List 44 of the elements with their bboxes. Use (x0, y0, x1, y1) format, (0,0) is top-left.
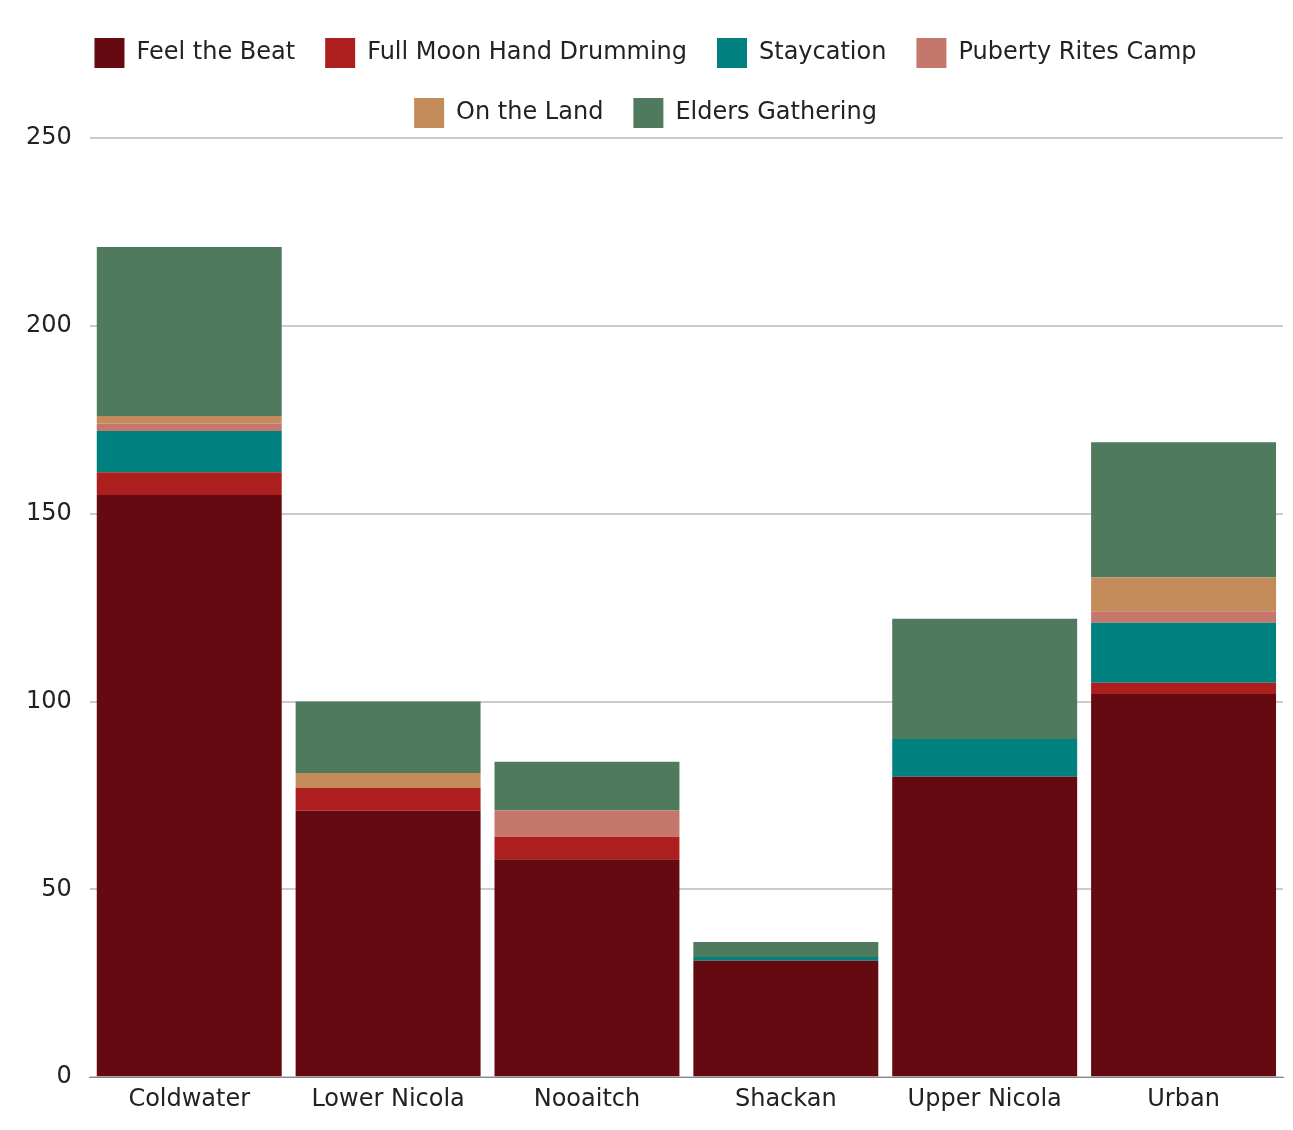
legend-label: Puberty Rites Camp (958, 37, 1197, 66)
bar (1091, 611, 1277, 623)
bar (96, 472, 282, 495)
legend-label: Full Moon Hand Drumming (367, 37, 687, 66)
bar (494, 810, 680, 837)
bar (892, 776, 1078, 1077)
bar (96, 494, 282, 1077)
bar (96, 431, 282, 473)
bar (295, 810, 481, 1077)
bar (693, 956, 879, 961)
x-tick-label: Coldwater (128, 1083, 251, 1112)
bar (295, 772, 481, 788)
bar (96, 416, 282, 424)
bar (295, 701, 481, 773)
bar (494, 859, 680, 1077)
legend-label: Elders Gathering (675, 97, 877, 126)
bar (494, 761, 680, 811)
x-tick-label: Nooaitch (533, 1083, 641, 1112)
y-tick-label: 150 (26, 497, 72, 526)
y-tick-label: 50 (41, 873, 72, 902)
y-tick-label: 100 (26, 685, 72, 714)
bar (693, 941, 879, 957)
bar (96, 423, 282, 432)
bar (1091, 682, 1277, 695)
y-tick-label: 200 (26, 310, 72, 339)
legend-label: On the Land (456, 97, 604, 126)
y-tick-label: 250 (26, 122, 72, 151)
bar (1091, 694, 1277, 1077)
bar (494, 836, 680, 860)
y-tick-label: 0 (56, 1061, 72, 1090)
x-tick-label: Upper Nicola (907, 1083, 1062, 1112)
x-tick-label: Shackan (734, 1083, 837, 1112)
bar (1091, 622, 1277, 683)
bar (1091, 577, 1277, 612)
bar (693, 960, 879, 1077)
bar (1091, 442, 1277, 578)
legend-label: Feel the Beat (136, 37, 296, 66)
x-tick-label: Lower Nicola (311, 1083, 465, 1112)
bar (295, 787, 481, 811)
bar (892, 739, 1078, 777)
x-tick-label: Urban (1147, 1083, 1220, 1112)
legend-label: Staycation (759, 37, 887, 66)
bar (892, 618, 1078, 740)
bar (96, 246, 282, 416)
